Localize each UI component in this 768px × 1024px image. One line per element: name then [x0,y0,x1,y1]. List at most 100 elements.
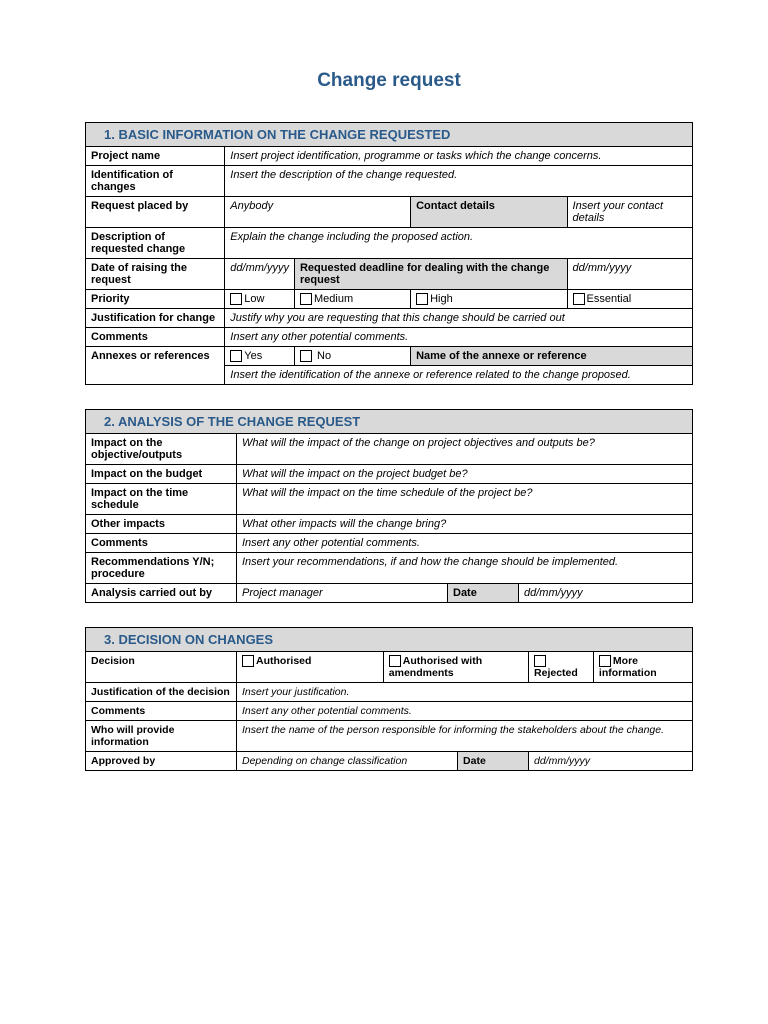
checkbox-icon[interactable] [242,655,254,667]
ident-changes-label: Identification of changes [86,166,225,197]
section2-date-label: Date [448,584,519,603]
priority-low-cell[interactable]: Low [225,290,295,309]
project-name-value[interactable]: Insert project identification, programme… [225,147,693,166]
row-recommendations: Recommendations Y/N; procedure Insert yo… [86,553,693,584]
who-provide-value[interactable]: Insert the name of the person responsibl… [237,721,693,752]
impact-time-value[interactable]: What will the impact on the time schedul… [237,484,693,515]
justification-value[interactable]: Justify why you are requesting that this… [225,309,693,328]
row-other-impacts: Other impacts What other impacts will th… [86,515,693,534]
priority-essential-cell[interactable]: Essential [567,290,692,309]
approved-by-value[interactable]: Depending on change classification [237,752,458,771]
annexes-yes-cell[interactable]: Yes [225,347,295,366]
annexes-no: No [314,350,331,362]
request-placed-label: Request placed by [86,197,225,228]
priority-essential: Essential [587,293,632,305]
section2-header-row: 2. ANALYSIS OF THE CHANGE REQUEST [86,410,693,434]
row-analysis-by: Analysis carried out by Project manager … [86,584,693,603]
priority-medium-cell[interactable]: Medium [294,290,410,309]
decision-authorised: Authorised [256,655,311,667]
annexes-note[interactable]: Insert the identification of the annexe … [225,366,693,385]
other-impacts-value[interactable]: What other impacts will the change bring… [237,515,693,534]
comments2-label: Comments [86,534,237,553]
description-label: Description of requested change [86,228,225,259]
section3-date-label: Date [458,752,529,771]
row-approved-by: Approved by Depending on change classifi… [86,752,693,771]
recommend-value[interactable]: Insert your recommendations, if and how … [237,553,693,584]
checkbox-icon[interactable] [599,655,611,667]
row-ident-changes: Identification of changes Insert the des… [86,166,693,197]
date-raising-value[interactable]: dd/mm/yyyy [225,259,295,290]
row-impact-time: Impact on the time schedule What will th… [86,484,693,515]
request-placed-value[interactable]: Anybody [225,197,411,228]
section2-table: 2. ANALYSIS OF THE CHANGE REQUEST Impact… [85,409,693,603]
section1-table: 1. BASIC INFORMATION ON THE CHANGE REQUE… [85,122,693,385]
impact-budget-value[interactable]: What will the impact on the project budg… [237,465,693,484]
impact-time-label: Impact on the time schedule [86,484,237,515]
row-comments-3: Comments Insert any other potential comm… [86,702,693,721]
contact-details-value[interactable]: Insert your contact details [567,197,692,228]
decision-rejected-cell[interactable]: Rejected [529,652,594,683]
annexes-yes: Yes [244,350,262,362]
checkbox-icon[interactable] [300,293,312,305]
annexes-no-cell[interactable]: No [294,347,410,366]
decision-auth-amend-cell[interactable]: Authorised with amendments [383,652,528,683]
priority-high-cell[interactable]: High [411,290,567,309]
row-who-provide: Who will provide information Insert the … [86,721,693,752]
row-impact-budget: Impact on the budget What will the impac… [86,465,693,484]
impact-budget-label: Impact on the budget [86,465,237,484]
comments3-label: Comments [86,702,237,721]
row-decision: Decision Authorised Authorised with amen… [86,652,693,683]
recommend-label: Recommendations Y/N; procedure [86,553,237,584]
row-description: Description of requested change Explain … [86,228,693,259]
project-name-label: Project name [86,147,225,166]
document-page: Change request 1. BASIC INFORMATION ON T… [0,0,768,835]
ident-changes-value[interactable]: Insert the description of the change req… [225,166,693,197]
description-value[interactable]: Explain the change including the propose… [225,228,693,259]
section2-date-value[interactable]: dd/mm/yyyy [519,584,693,603]
row-comments-2: Comments Insert any other potential comm… [86,534,693,553]
comments1-label: Comments [86,328,225,347]
checkbox-icon[interactable] [389,655,401,667]
checkbox-icon[interactable] [230,350,242,362]
checkbox-icon[interactable] [534,655,546,667]
date-raising-label: Date of raising the request [86,259,225,290]
section3-date-value[interactable]: dd/mm/yyyy [529,752,693,771]
row-priority: Priority Low Medium High Essential [86,290,693,309]
checkbox-icon[interactable] [230,293,242,305]
row-date-raising: Date of raising the request dd/mm/yyyy R… [86,259,693,290]
checkbox-icon[interactable] [300,350,312,362]
justification3-label: Justification of the decision [86,683,237,702]
section3-header-row: 3. DECISION ON CHANGES [86,628,693,652]
checkbox-icon[interactable] [416,293,428,305]
priority-medium: Medium [314,293,353,305]
row-justification: Justification for change Justify why you… [86,309,693,328]
section1-header-row: 1. BASIC INFORMATION ON THE CHANGE REQUE… [86,123,693,147]
impact-obj-value[interactable]: What will the impact of the change on pr… [237,434,693,465]
other-impacts-label: Other impacts [86,515,237,534]
row-comments-1: Comments Insert any other potential comm… [86,328,693,347]
approved-by-label: Approved by [86,752,237,771]
section1-header: 1. BASIC INFORMATION ON THE CHANGE REQUE… [86,123,693,147]
decision-authorised-cell[interactable]: Authorised [237,652,384,683]
impact-obj-label: Impact on the objective/outputs [86,434,237,465]
decision-label: Decision [86,652,237,683]
section3-table: 3. DECISION ON CHANGES Decision Authoris… [85,627,693,771]
comments3-value[interactable]: Insert any other potential comments. [237,702,693,721]
decision-rejected: Rejected [534,667,578,679]
who-provide-label: Who will provide information [86,721,237,752]
priority-high: High [430,293,453,305]
row-request-placed: Request placed by Anybody Contact detail… [86,197,693,228]
row-justification-3: Justification of the decision Insert you… [86,683,693,702]
justification3-value[interactable]: Insert your justification. [237,683,693,702]
annexes-name-label: Name of the annexe or reference [411,347,693,366]
deadline-value[interactable]: dd/mm/yyyy [567,259,692,290]
checkbox-icon[interactable] [573,293,585,305]
row-project-name: Project name Insert project identificati… [86,147,693,166]
analysis-by-value[interactable]: Project manager [237,584,448,603]
decision-more-info-cell[interactable]: More information [593,652,692,683]
page-title: Change request [85,70,693,92]
deadline-label: Requested deadline for dealing with the … [294,259,567,290]
comments2-value[interactable]: Insert any other potential comments. [237,534,693,553]
justification-label: Justification for change [86,309,225,328]
comments1-value[interactable]: Insert any other potential comments. [225,328,693,347]
